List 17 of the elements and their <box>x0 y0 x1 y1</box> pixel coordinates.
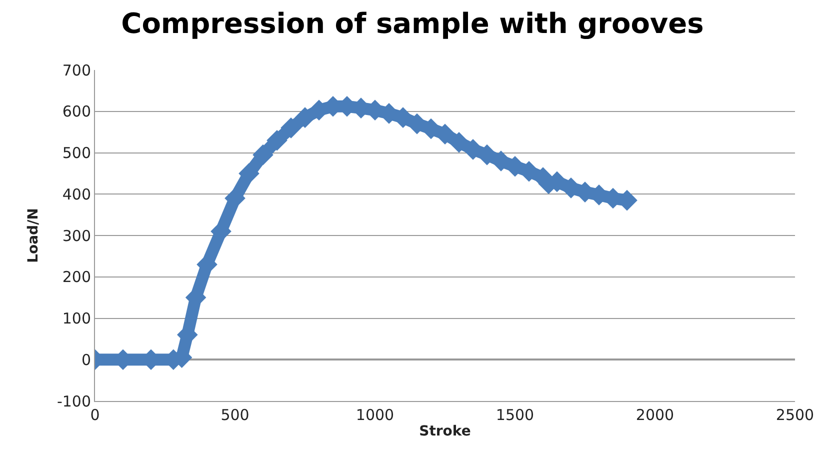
x-tick-label: 1000 <box>356 406 394 424</box>
x-tick-label: 1500 <box>496 406 534 424</box>
x-tick-label: 2000 <box>636 406 674 424</box>
y-tick-label: 200 <box>62 268 91 286</box>
y-tick-label: -100 <box>56 392 91 410</box>
y-tick-label: 600 <box>62 102 91 121</box>
y-tick-label: 400 <box>62 185 91 204</box>
y-axis-title: Load/N <box>26 208 42 263</box>
chart-title: Compression of sample with grooves <box>121 7 704 40</box>
y-tick-label: 100 <box>62 310 91 328</box>
x-tick-label: 2500 <box>776 406 814 424</box>
x-axis-title: Stroke <box>419 423 471 440</box>
y-tick-label: 300 <box>62 226 91 245</box>
y-tick-label: 700 <box>62 61 91 80</box>
y-tick-label: 500 <box>62 144 91 162</box>
x-tick-label: 500 <box>220 406 250 424</box>
y-tick-label: 0 <box>81 350 91 369</box>
